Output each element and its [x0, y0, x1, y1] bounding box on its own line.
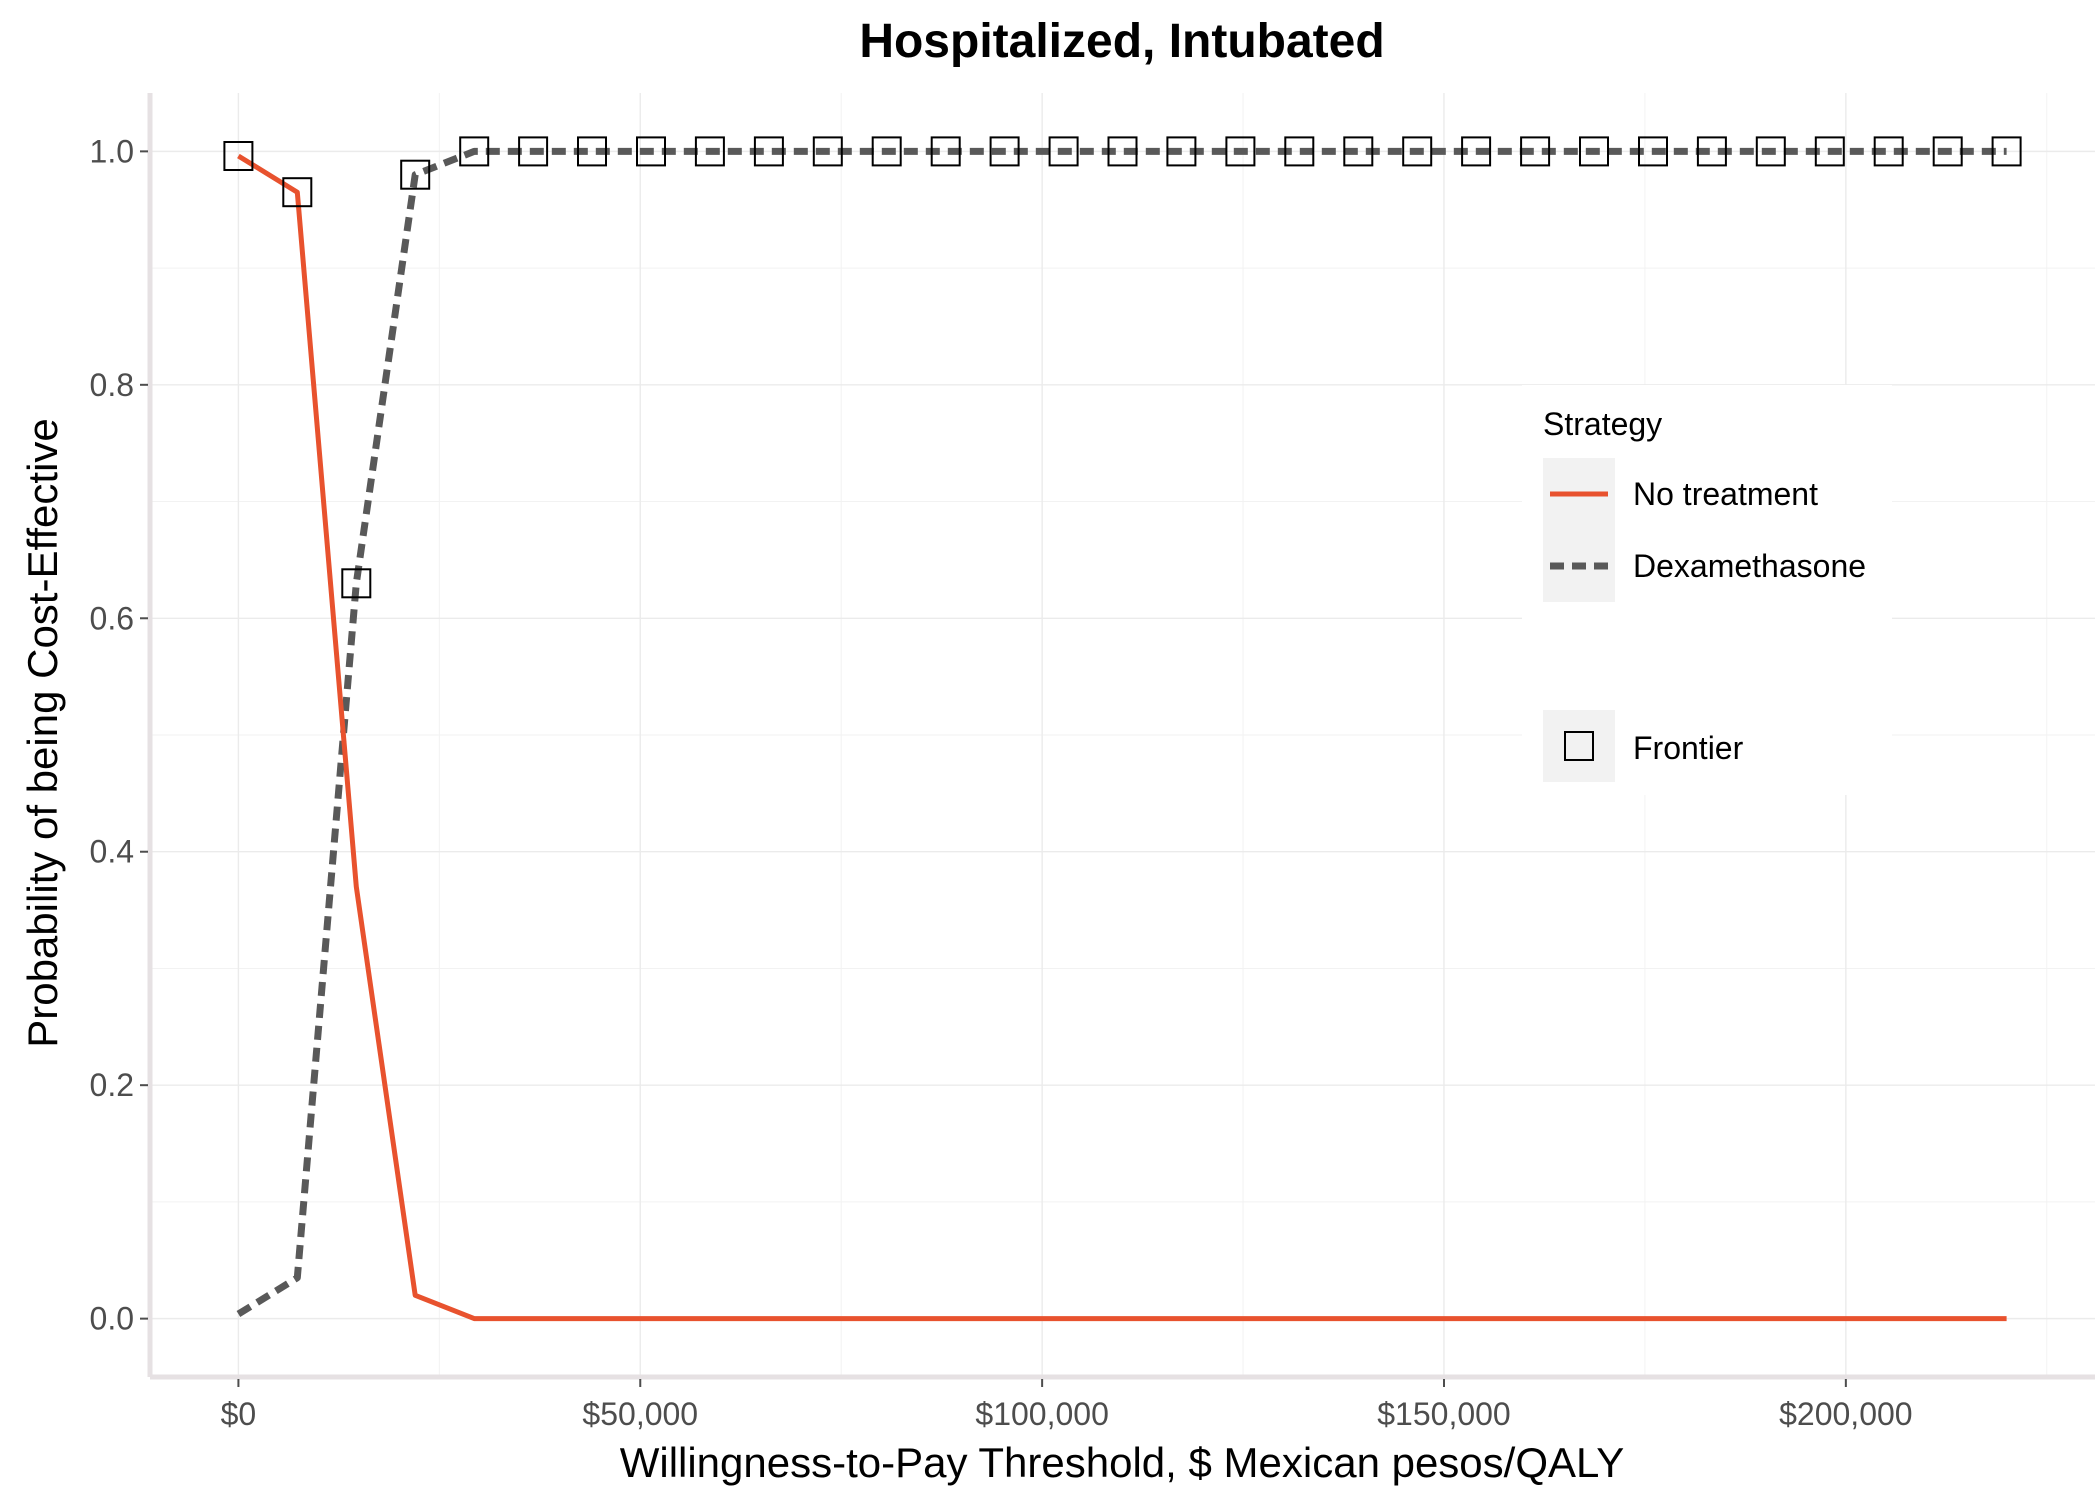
legend-label-dexamethasone: Dexamethasone	[1633, 548, 1866, 584]
y-axis-title: Probability of being Cost-Effective	[19, 418, 66, 1048]
frontier-point	[1638, 136, 1668, 167]
frontier-point	[871, 136, 902, 167]
frontier-point	[282, 177, 313, 208]
frontier-point	[636, 136, 666, 167]
legend-label-frontier: Frontier	[1633, 730, 1744, 766]
x-tick-label: $100,000	[975, 1396, 1108, 1432]
x-axis-ticks: $0 $50,000 $100,000 $150,000 $200,000	[221, 1379, 1913, 1432]
x-tick-label: $150,000	[1377, 1396, 1510, 1432]
frontier-point	[1107, 136, 1138, 167]
series-line-dexamethasone	[236, 147, 2007, 1317]
x-axis-title: Willingness-to-Pay Threshold, $ Mexican …	[620, 1439, 1625, 1486]
frontier-point	[1755, 136, 1786, 167]
x-tick-label: $0	[221, 1396, 257, 1432]
series-layer	[236, 147, 2007, 1322]
frontier-point	[1696, 136, 1727, 167]
frontier-point	[1166, 136, 1197, 167]
chart-title: Hospitalized, Intubated	[859, 15, 1384, 68]
frontier-point	[753, 136, 784, 167]
frontier-point	[1402, 136, 1433, 167]
x-tick-label: $50,000	[582, 1396, 698, 1432]
frontier-point	[1284, 136, 1315, 167]
frontier-point	[518, 136, 549, 167]
legend-frontier-square	[1564, 731, 1594, 761]
axes	[147, 93, 2095, 1380]
y-tick-label: 1.0	[90, 133, 134, 169]
frontier-point	[1520, 136, 1551, 167]
legend: Strategy No treatment Dexamethasone Fron…	[1522, 385, 1892, 795]
legend-title: Strategy	[1543, 406, 1662, 442]
y-tick-label: 0.2	[90, 1067, 134, 1103]
x-tick-label: $200,000	[1779, 1396, 1912, 1432]
frontier-point	[1225, 136, 1256, 167]
frontier-point	[223, 141, 254, 171]
frontier-point	[1814, 136, 1845, 167]
frontier-point	[1991, 136, 2022, 167]
frontier-point	[1343, 136, 1374, 167]
y-tick-label: 0.8	[90, 367, 134, 403]
frontier-point	[577, 136, 607, 167]
frontier-layer	[223, 136, 2022, 599]
frontier-point	[341, 568, 372, 599]
frontier-point	[1932, 136, 1963, 167]
y-tick-label: 0.6	[90, 600, 134, 636]
frontier-point	[400, 159, 431, 190]
legend-label-no-treatment: No treatment	[1633, 476, 1818, 512]
frontier-point	[1873, 136, 1904, 167]
frontier-point	[812, 136, 843, 167]
frontier-point	[459, 136, 490, 167]
frontier-point	[989, 136, 1020, 167]
frontier-point	[930, 136, 961, 167]
frontier-point	[1579, 136, 1609, 167]
legend-key-frontier	[1543, 710, 1615, 782]
series-line-no-treatment	[237, 153, 2007, 1322]
frontier-point	[1461, 136, 1492, 167]
frontier-point	[1048, 136, 1079, 167]
frontier-point	[694, 136, 725, 167]
y-tick-label: 0.4	[90, 834, 134, 870]
y-tick-label: 0.0	[90, 1301, 134, 1337]
y-axis-ticks: 0.0 0.2 0.4 0.6 0.8 1.0	[90, 133, 148, 1337]
